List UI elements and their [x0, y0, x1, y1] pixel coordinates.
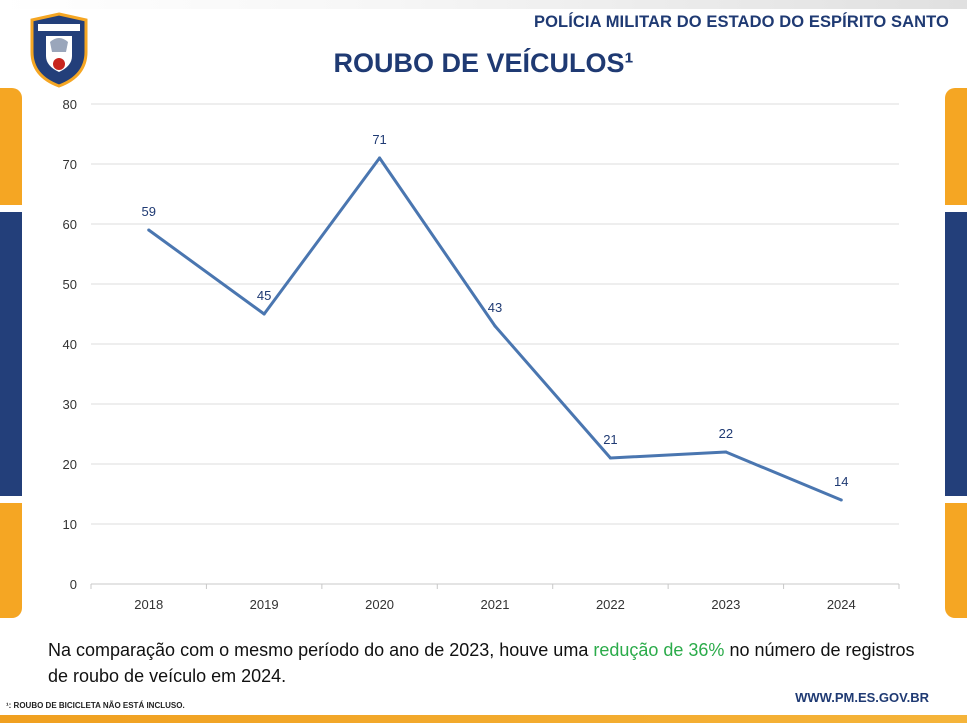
y-tick-label: 50 — [63, 277, 77, 292]
y-tick-label: 70 — [63, 157, 77, 172]
y-tick-label: 20 — [63, 457, 77, 472]
top-bar — [0, 0, 967, 9]
left-side-band — [0, 88, 22, 618]
bottom-divider — [0, 713, 967, 715]
x-tick-label: 2019 — [250, 597, 279, 612]
x-tick-label: 2024 — [827, 597, 856, 612]
right-side-band — [945, 88, 967, 618]
data-point — [608, 456, 612, 460]
y-tick-label: 0 — [70, 577, 77, 592]
data-label: 14 — [834, 474, 848, 489]
summary-part-1: Na comparação com o mesmo período do ano… — [48, 640, 594, 660]
data-label: 59 — [141, 204, 155, 219]
website-link[interactable]: WWW.PM.ES.GOV.BR — [795, 690, 929, 705]
data-label: 71 — [372, 132, 386, 147]
summary-part-2: no número de registros de roubo de veícu… — [48, 640, 915, 686]
footnote: ¹: ROUBO DE BICICLETA NÃO ESTÁ INCLUSO. — [6, 701, 185, 710]
x-tick-label: 2021 — [481, 597, 510, 612]
data-point — [262, 312, 266, 316]
data-point — [493, 324, 497, 328]
slide-title: ROUBO DE VEÍCULOS¹ — [333, 48, 634, 78]
data-point — [724, 450, 728, 454]
y-tick-label: 30 — [63, 397, 77, 412]
y-tick-label: 40 — [63, 337, 77, 352]
x-tick-label: 2020 — [365, 597, 394, 612]
line-chart: 0 10 20 30 40 50 60 70 80 2018 2019 2020 2021 2022 202… — [63, 97, 900, 612]
summary-highlight: redução de 36% — [593, 640, 725, 660]
data-label: 43 — [488, 300, 502, 315]
series-line — [147, 156, 842, 502]
data-point — [147, 228, 151, 232]
data-point — [839, 498, 843, 502]
x-tick-label: 2018 — [134, 597, 163, 612]
summary-text: Na comparação com o mesmo período do ano… — [48, 637, 928, 689]
data-label: 22 — [719, 426, 733, 441]
data-label: 21 — [603, 432, 617, 447]
x-tick-label: 2022 — [596, 597, 625, 612]
y-tick-label: 10 — [63, 517, 77, 532]
y-tick-label: 60 — [63, 217, 77, 232]
x-tick-label: 2023 — [711, 597, 740, 612]
data-point — [378, 156, 382, 160]
organization-title: POLÍCIA MILITAR DO ESTADO DO ESPÍRITO SA… — [534, 13, 949, 31]
bottom-bar — [0, 715, 967, 723]
data-label: 45 — [257, 288, 271, 303]
y-tick-label: 80 — [63, 97, 77, 112]
police-logo — [30, 12, 88, 88]
